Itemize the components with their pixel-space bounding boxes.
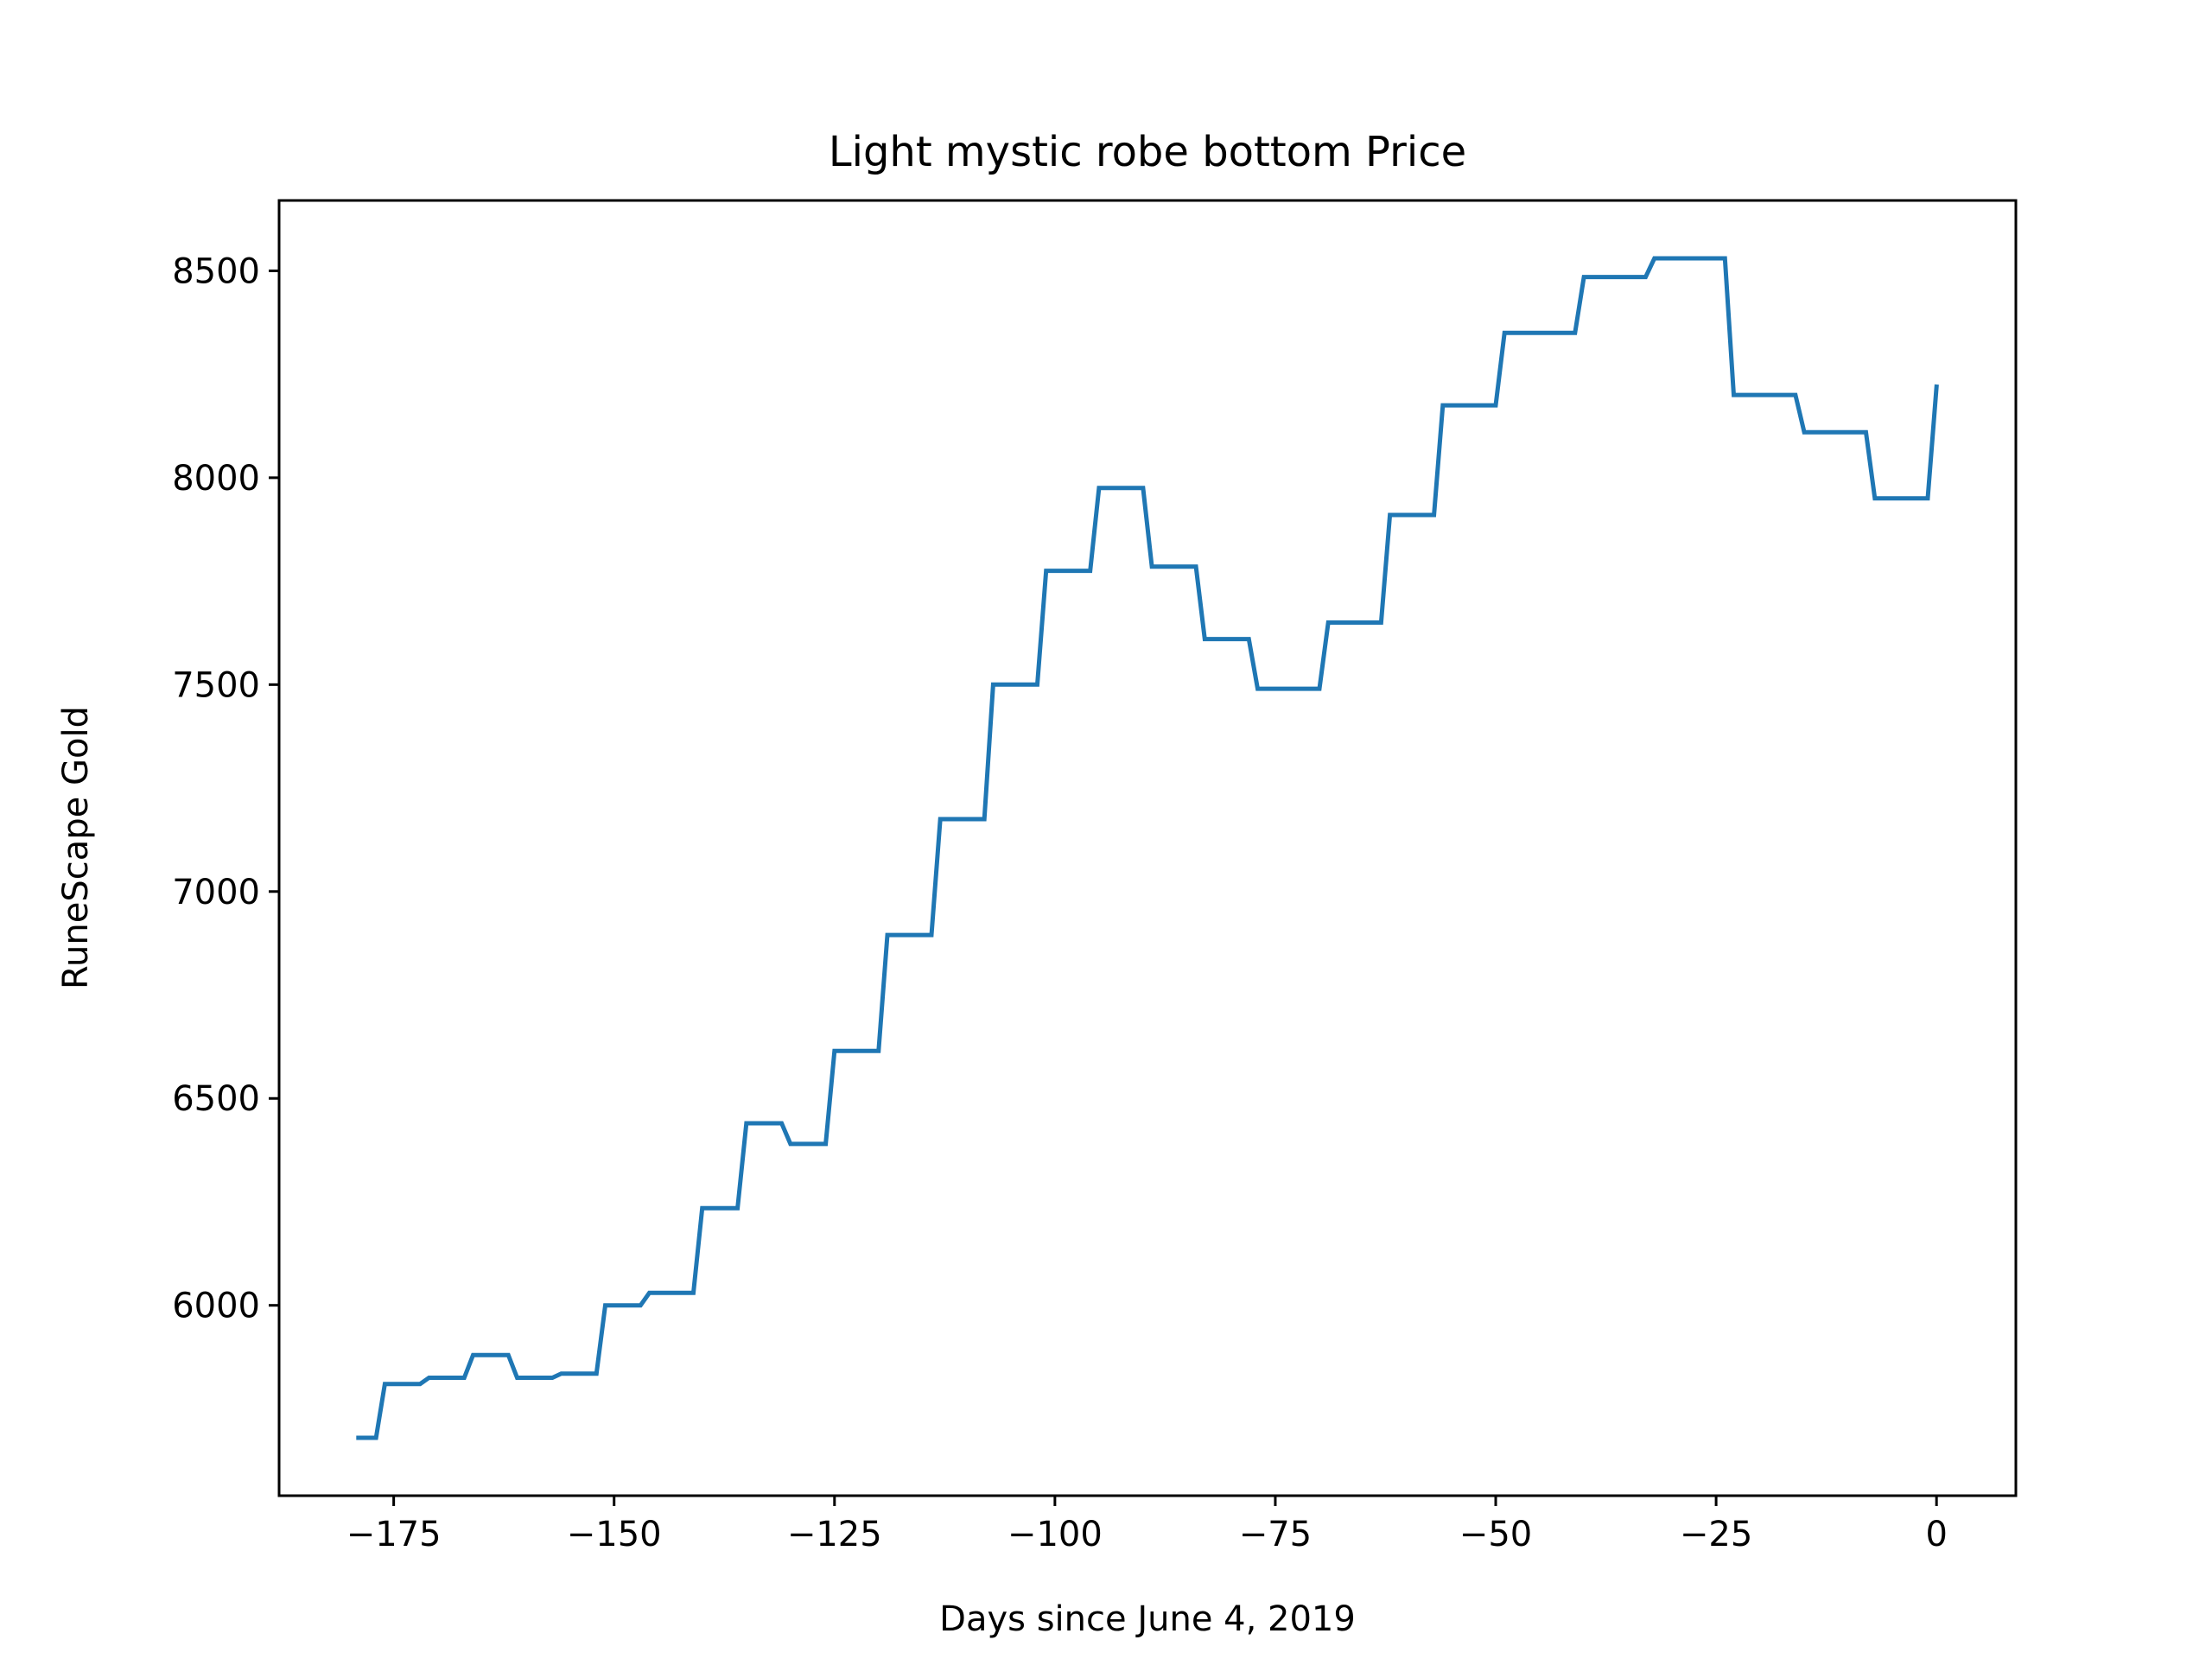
x-tick-label: −125 [787,1515,882,1554]
price-series-line [356,256,1939,1440]
y-tick-label: 8000 [172,459,260,499]
x-tick-label: −175 [346,1515,442,1554]
y-tick-label: 6000 [172,1287,260,1326]
plot-area-frame [277,199,2018,1497]
y-tick-label: 7000 [172,873,260,912]
x-tick-label: −150 [567,1515,662,1554]
y-axis-ticks: 6000 6500 7000 7500 8000 8500 [172,251,279,1326]
chart-title: Light mystic robe bottom Price [829,128,1466,176]
y-tick-label: 8500 [172,251,260,291]
x-tick-label: −25 [1680,1515,1752,1554]
x-tick-label: 0 [1925,1515,1947,1554]
y-tick-label: 6500 [172,1079,260,1119]
x-tick-label: −75 [1239,1515,1312,1554]
x-tick-label: −50 [1459,1515,1532,1554]
y-tick-label: 7500 [172,665,260,705]
y-axis-label: RuneScape Gold [56,706,96,989]
x-tick-label: −100 [1007,1515,1103,1554]
x-axis-ticks: −175 −150 −125 −100 −75 −50 −25 0 [346,1496,1948,1554]
x-axis-label: Days since June 4, 2019 [939,1599,1356,1639]
